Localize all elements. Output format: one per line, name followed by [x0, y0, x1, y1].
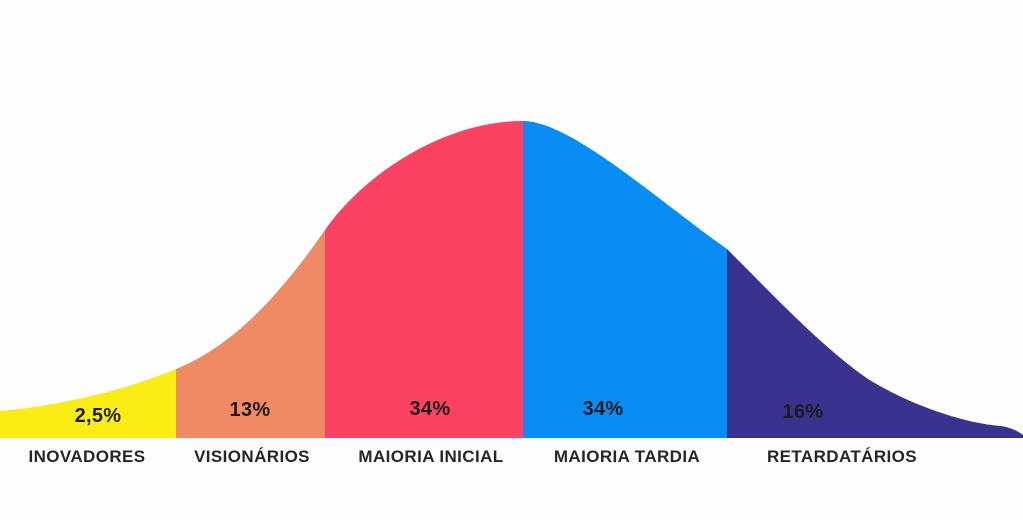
segment-label-retardatarios: RETARDATÁRIOS	[766, 447, 918, 466]
segment-label-maioria-tardia: MAIORIA TARDIA	[553, 447, 701, 466]
segment-area-inovadores	[0, 121, 176, 438]
percent-label-maioria-tardia: 34%	[582, 398, 624, 420]
segment-area-visionarios	[176, 121, 325, 438]
percent-label-visionarios: 13%	[229, 399, 271, 421]
segment-area-retardatarios	[727, 121, 1023, 438]
percent-label-inovadores: 2,5%	[74, 405, 122, 427]
percent-label-retardatarios: 16%	[782, 401, 824, 423]
segment-label-visionarios: VISIONÁRIOS	[194, 447, 310, 466]
segment-area-maioria-inicial	[325, 121, 523, 438]
percent-label-maioria-inicial: 34%	[409, 398, 451, 420]
segment-area-maioria-tardia	[523, 121, 727, 438]
segment-label-maioria-inicial: MAIORIA INICIAL	[358, 447, 504, 466]
segment-label-inovadores: INOVADORES	[28, 447, 146, 466]
